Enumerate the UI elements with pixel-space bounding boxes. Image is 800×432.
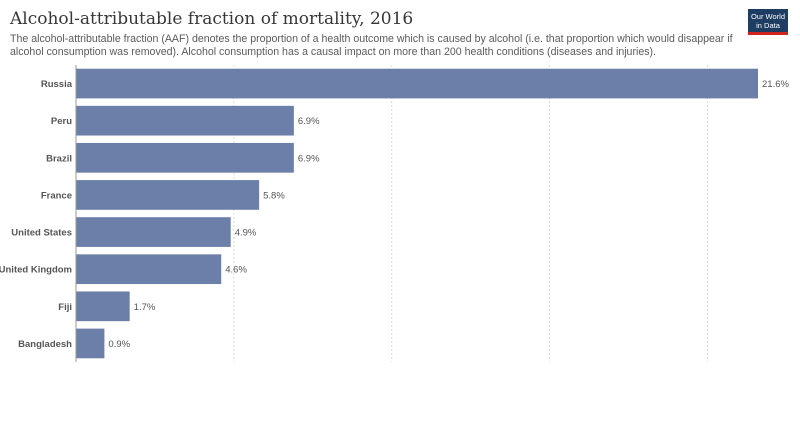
value-label: 6.9%	[298, 116, 320, 127]
bar[interactable]	[76, 291, 130, 322]
value-label: 5.8%	[263, 190, 285, 201]
bar[interactable]	[76, 254, 222, 285]
bar[interactable]	[76, 105, 294, 136]
bar[interactable]	[76, 68, 758, 99]
category-label: Bangladesh	[18, 339, 72, 350]
value-label: 1.7%	[134, 302, 156, 313]
category-label: Brazil	[46, 153, 72, 164]
category-label: Russia	[41, 79, 73, 90]
value-label: 4.9%	[235, 228, 257, 239]
chart-subtitle: The alcohol-attributable fraction (AAF) …	[10, 33, 733, 58]
category-label: Fiji	[58, 302, 72, 313]
category-label: France	[41, 190, 72, 201]
logo-line-1: Our World	[750, 12, 786, 21]
category-label: United States	[11, 228, 72, 239]
logo-line-2: in Data	[756, 20, 780, 30]
bar[interactable]	[76, 142, 294, 173]
bar[interactable]	[76, 180, 260, 210]
category-label: Peru	[51, 116, 72, 127]
value-label: 0.9%	[108, 339, 130, 350]
value-label: 6.9%	[298, 153, 320, 164]
bar[interactable]	[76, 328, 105, 359]
grid-layer	[233, 65, 708, 362]
category-label: United Kingdom	[0, 265, 72, 276]
value-label: 21.6%	[762, 79, 789, 90]
value-label: 4.6%	[225, 265, 247, 276]
bar[interactable]	[76, 217, 231, 247]
bar-layer: Russia 21.6% Peru 6.9% Brazil 6.9% France 5.8% U…	[0, 68, 789, 359]
chart-title: Alcohol-attributable fraction of mortali…	[10, 9, 414, 29]
owid-logo[interactable]: Our World in Data	[748, 9, 788, 35]
